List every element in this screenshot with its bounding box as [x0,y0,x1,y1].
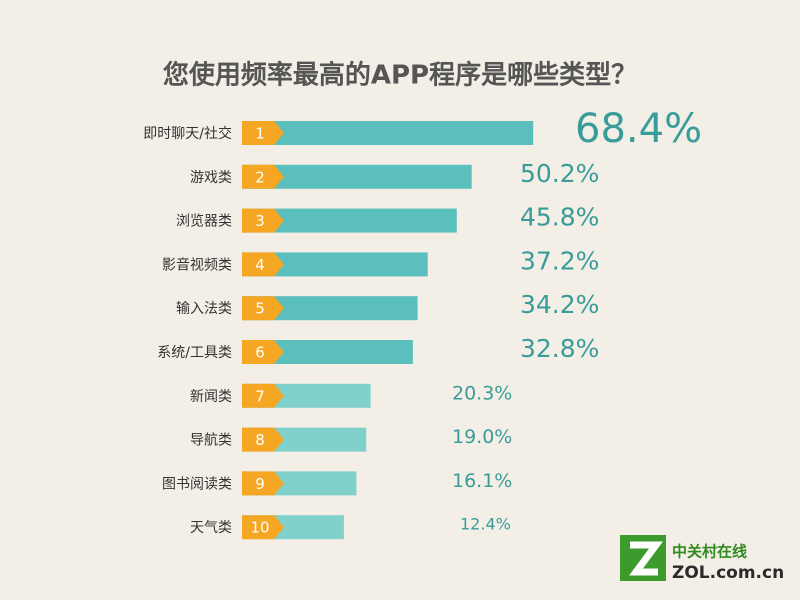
value-label: 12.4% [460,515,511,534]
chart-title: 您使用频率最高的APP程序是哪些类型？ [163,60,637,91]
rank-label: 2 [255,168,265,186]
rank-badge [242,515,284,540]
rank-badge [242,383,284,408]
rank-badge [242,208,284,233]
rank-label: 9 [255,475,265,493]
rank-badge [242,121,284,145]
value-label: 20.3% [452,382,512,404]
rank-label: 10 [250,519,269,537]
category-label: 浏览器类 [176,214,232,230]
rank-label: 6 [255,344,265,362]
rank-label: 5 [255,300,265,318]
rank-label: 8 [255,431,265,449]
value-label: 68.4% [575,106,702,152]
rank-label: 1 [255,125,265,143]
rank-label: 3 [255,212,265,230]
category-label: 即时聊天/社交 [143,125,232,142]
category-label: 影音视频类 [162,256,232,273]
category-label: 导航类 [190,433,232,449]
category-label: 新闻类 [190,389,232,405]
value-label: 45.8% [520,203,599,232]
value-label: 19.0% [452,426,512,448]
logo: 中关村在线 ZOL.com.cn [620,535,784,583]
rank-badge [242,164,284,189]
rank-label: 7 [255,387,265,405]
value-label: 50.2% [520,159,599,188]
logo-z [629,541,663,576]
logo-name: 中关村在线 [672,543,747,561]
value-label: 37.2% [520,246,599,275]
rank-badge [242,340,284,364]
value-label: 32.8% [520,334,599,363]
rank-label: 4 [255,256,265,274]
value-label: 34.2% [520,290,599,319]
rank-badge [242,296,284,321]
category-label: 游戏类 [190,170,232,186]
bar [242,121,534,145]
rank-badge [242,252,284,277]
category-label: 图书阅读类 [162,475,232,492]
logo-site: ZOL.com.cn [672,563,784,583]
rank-badge [242,427,284,452]
rank-badge [242,471,284,496]
category-label: 输入法类 [176,301,232,317]
category-label: 天气类 [190,520,232,536]
value-label: 16.1% [452,470,512,492]
category-label: 系统/工具类 [157,345,232,361]
